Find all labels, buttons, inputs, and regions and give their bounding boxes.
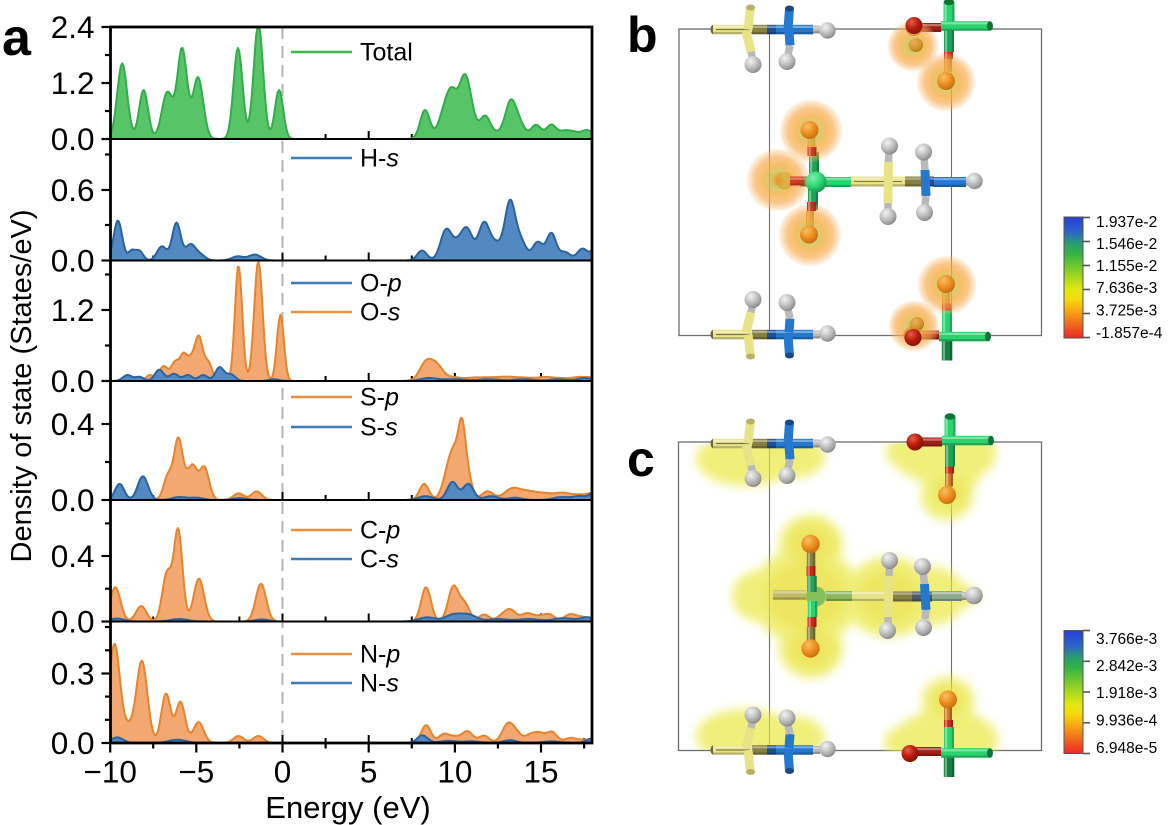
- svg-text:a: a: [2, 9, 32, 67]
- svg-text:O-p: O-p: [360, 270, 402, 298]
- svg-text:S-s: S-s: [360, 414, 398, 442]
- svg-text:S-p: S-p: [360, 384, 399, 412]
- svg-text:1.2: 1.2: [51, 65, 95, 101]
- svg-text:0.4: 0.4: [51, 406, 95, 442]
- svg-text:15: 15: [523, 754, 558, 790]
- svg-text:1.155e-2: 1.155e-2: [1096, 258, 1157, 275]
- svg-text:0.4: 0.4: [51, 538, 95, 574]
- svg-text:1.2: 1.2: [51, 292, 95, 328]
- svg-text:0.3: 0.3: [51, 656, 95, 692]
- svg-text:0.0: 0.0: [51, 121, 95, 157]
- svg-text:N-p: N-p: [360, 641, 400, 669]
- svg-text:3.766e-3: 3.766e-3: [1096, 631, 1157, 648]
- svg-text:0.0: 0.0: [51, 363, 95, 399]
- svg-text:C-p: C-p: [360, 517, 400, 545]
- svg-text:-1.857e-4: -1.857e-4: [1096, 325, 1163, 342]
- svg-text:Density of state (States/eV): Density of state (States/eV): [6, 210, 38, 563]
- svg-text:Total: Total: [360, 39, 413, 67]
- svg-text:10: 10: [437, 754, 472, 790]
- svg-text:c: c: [627, 431, 655, 487]
- svg-text:0.0: 0.0: [51, 482, 95, 518]
- svg-text:5: 5: [360, 754, 378, 790]
- svg-text:O-s: O-s: [360, 299, 400, 327]
- svg-text:0.0: 0.0: [51, 604, 95, 640]
- svg-text:−5: −5: [178, 754, 214, 790]
- svg-text:6.948e-5: 6.948e-5: [1096, 740, 1157, 757]
- svg-text:2.4: 2.4: [51, 9, 95, 45]
- svg-text:3.725e-3: 3.725e-3: [1096, 303, 1157, 320]
- svg-text:−10: −10: [83, 754, 136, 790]
- svg-text:0.0: 0.0: [51, 725, 95, 761]
- svg-text:2.842e-3: 2.842e-3: [1096, 658, 1157, 675]
- svg-text:Energy (eV): Energy (eV): [265, 790, 430, 825]
- svg-text:N-s: N-s: [360, 670, 399, 698]
- svg-text:0.6: 0.6: [51, 172, 95, 208]
- svg-text:9.936e-4: 9.936e-4: [1096, 713, 1158, 730]
- svg-text:1.546e-2: 1.546e-2: [1096, 236, 1157, 253]
- svg-text:1.937e-2: 1.937e-2: [1096, 214, 1157, 231]
- svg-text:7.636e-3: 7.636e-3: [1096, 280, 1157, 297]
- svg-text:1.918e-3: 1.918e-3: [1096, 685, 1157, 702]
- svg-text:0.0: 0.0: [51, 243, 95, 279]
- svg-text:C-s: C-s: [360, 546, 399, 574]
- svg-text:H-s: H-s: [360, 145, 399, 173]
- svg-text:b: b: [627, 7, 658, 63]
- svg-text:0: 0: [274, 754, 292, 790]
